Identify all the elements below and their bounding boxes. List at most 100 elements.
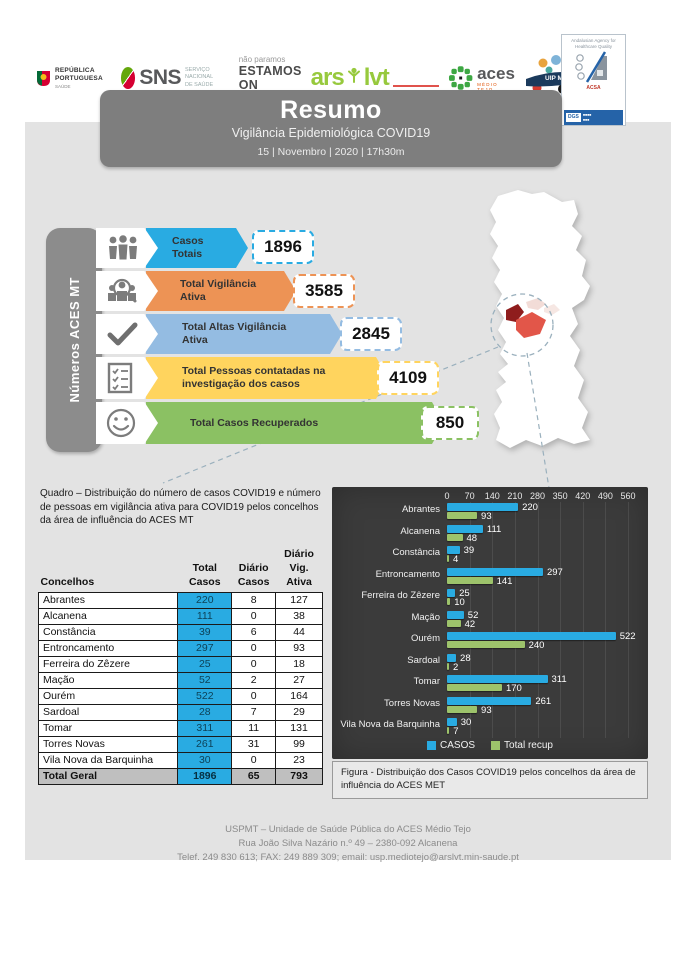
acsa-logo-icon — [574, 51, 607, 83]
concelhos-table: Concelhos Total Casos Diário Casos Diário V… — [37, 547, 323, 785]
stats-sidebar: Números ACES MT — [46, 228, 102, 452]
table-row: Constância 39 6 44 — [37, 623, 323, 641]
badge-strip-text: ■■■■ ■■■ — [582, 113, 592, 122]
bar-value-casos: 28 — [460, 652, 471, 664]
sns-wordmark: SNS — [139, 66, 182, 89]
table-cell: Alcanena — [37, 607, 179, 625]
bar-value-recup: 42 — [464, 618, 476, 630]
table-cell: 93 — [275, 639, 323, 657]
bar-casos — [447, 696, 532, 705]
category-label: Ferreira do Zêzere — [361, 590, 440, 601]
stat-arrow: Total Altas Vigilância Ativa — [146, 314, 342, 354]
aces-wordmark: aces — [477, 63, 515, 83]
x-axis-tick: 490 — [597, 491, 613, 501]
category-label: Constância — [392, 547, 440, 558]
table-cell: 31 — [231, 735, 277, 753]
estamos-wordmark: ESTAMOS ON — [238, 64, 302, 92]
sns-logo: SNS SERVIÇO NACIONAL DE SAÚDE — [120, 66, 221, 90]
page-subtitle: Vigilância Epidemiológica COVID19 — [231, 126, 431, 140]
badge-dgs-strip: DGS ■■■■ ■■■ — [564, 110, 623, 125]
category-label: Abrantes — [401, 504, 440, 515]
gridline — [537, 502, 539, 738]
table-row: Vila Nova da Barquinha 30 0 23 — [37, 751, 323, 769]
table-cell: 297 — [177, 639, 233, 657]
republica-sub: SAÚDE — [55, 84, 71, 90]
bar-casos — [447, 653, 457, 662]
table-cell: 0 — [231, 607, 277, 625]
table-cell: Abrantes — [37, 591, 179, 609]
category-label: Tomar — [413, 676, 440, 687]
page-title: Resumo — [280, 96, 382, 124]
sns-circle-icon — [120, 67, 136, 89]
table-cell: 44 — [275, 623, 323, 641]
table-cell: 99 — [275, 735, 323, 753]
bar-value-recup: 93 — [481, 704, 492, 716]
category-label: Vila Nova da Barquinha — [340, 719, 440, 730]
checklist-icon — [96, 357, 158, 399]
republica-text: REPÚBLICA PORTUGUESA — [55, 66, 103, 82]
stat-value-vigilancia-ativa: 3585 — [293, 274, 355, 308]
table-cell: 311 — [177, 719, 233, 737]
table-body: Abrantes 220 8 127 Alcanena 111 0 38 Constância 3… — [37, 591, 323, 769]
bar-value-casos: 52 — [467, 609, 479, 621]
legend-item-recup: Total recup — [491, 740, 553, 751]
republica-portuguesa-logo: REPÚBLICA PORTUGUESA SAÚDE — [36, 67, 103, 89]
stat-label: Total Altas Vigilância — [182, 321, 287, 334]
table-cell: Vila Nova da Barquinha — [37, 751, 179, 769]
x-axis-tick: 560 — [620, 491, 636, 501]
table-cell: 127 — [275, 591, 323, 609]
bar-value-casos: 261 — [535, 695, 552, 707]
table-row: Mação 52 2 27 — [37, 671, 323, 689]
col-header-total-casos: Total Casos — [189, 562, 221, 589]
gridline — [628, 502, 629, 738]
bar-value-casos: 39 — [463, 545, 475, 556]
stat-value-pessoas-contatadas: 4109 — [377, 361, 439, 395]
aces-flower-icon — [448, 66, 473, 90]
table-row: Sardoal 28 7 29 — [37, 703, 323, 721]
footer-line-3: Telef. 249 830 613; FAX: 249 889 309; em… — [177, 851, 519, 863]
table-cell: 18 — [275, 655, 323, 673]
gridline — [605, 502, 607, 738]
bar-recup — [447, 662, 449, 670]
stat-label: Total Casos Recuperados — [190, 416, 319, 429]
gridline — [492, 502, 494, 738]
legend-item-casos: CASOS — [427, 740, 475, 751]
bar-casos — [447, 675, 548, 683]
x-axis-tick: 420 — [575, 491, 591, 501]
table-cell: Ferreira do Zêzere — [37, 655, 179, 673]
table-cell: 7 — [231, 703, 277, 721]
bar-recup — [447, 576, 493, 584]
checkmark-icon — [96, 314, 158, 354]
table-row: Ferreira do Zêzere 25 0 18 — [37, 655, 323, 673]
gridline — [560, 502, 562, 738]
bar-value-recup: 2 — [453, 661, 459, 673]
table-cell: 0 — [231, 687, 277, 705]
people-search-icon — [96, 271, 158, 311]
footer: USPMT – Unidade de Saúde Pública do ACES… — [25, 823, 671, 864]
table-cell: 220 — [177, 591, 233, 609]
bar-recup — [447, 619, 461, 627]
bar-value-recup: 48 — [466, 532, 478, 544]
bar-casos — [447, 503, 519, 511]
table-cell: 38 — [275, 607, 323, 625]
bar-value-recup: 141 — [496, 575, 513, 587]
aces-subtext: MÉDIO TEJO — [477, 81, 498, 92]
footer-line-2: Rua João Silva Nazário n.º 49 – 2380-092… — [238, 837, 458, 849]
portugal-flag-shield-icon — [37, 70, 50, 86]
table-cell: 27 — [275, 671, 323, 689]
table-row: Tomar 311 11 131 — [37, 719, 323, 737]
figure-caption: Figura - Distribuição dos Casos COVID19 … — [332, 761, 648, 799]
smiley-icon — [96, 402, 158, 444]
stat-arrow: Total Pessoas contatadas na investigação… — [146, 357, 388, 399]
bar-value-recup: 7 — [453, 726, 459, 737]
bar-value-recup: 240 — [528, 640, 545, 651]
stat-arrow: Total Vigilância Ativa — [146, 271, 296, 311]
category-label: Alcanena — [400, 525, 440, 537]
table-row: Ourém 522 0 164 — [37, 687, 323, 705]
table-cell: 39 — [177, 623, 233, 641]
table-cell: 28 — [177, 703, 233, 721]
table-cell: 164 — [275, 687, 323, 705]
table-row: Entroncamento 297 0 93 — [37, 639, 323, 657]
table-cell: Mação — [37, 671, 179, 689]
legend-swatch-recup — [491, 741, 501, 750]
